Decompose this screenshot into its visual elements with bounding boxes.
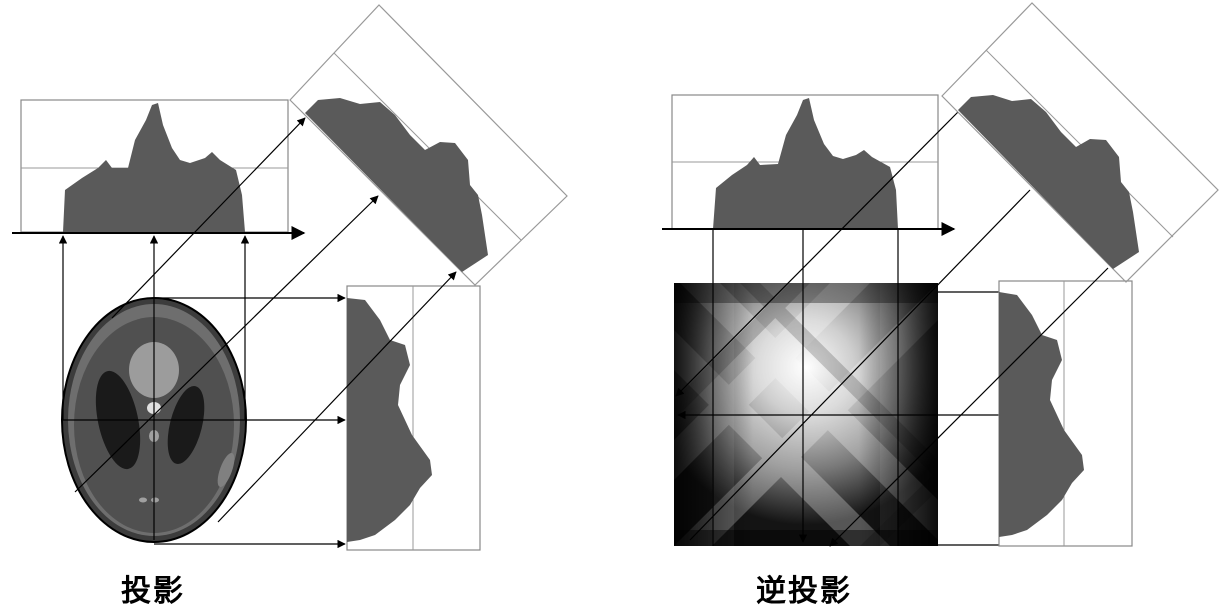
bp-top-profile-curve — [713, 98, 898, 229]
bp-right-profile — [998, 280, 1133, 547]
bp-right-profile-curve — [999, 292, 1084, 537]
right-profile — [346, 285, 481, 551]
tilted-profile-curve — [305, 98, 488, 272]
projection-panel — [12, 4, 568, 551]
bp-tilted-profile — [941, 2, 1219, 283]
tilted-profile — [289, 4, 568, 286]
right-profile-curve — [347, 298, 432, 542]
projection-caption: 投影 — [121, 574, 185, 609]
back-projection-image — [674, 283, 938, 546]
top-profile-curve — [63, 103, 245, 232]
bp-tilted-profile-curve — [958, 95, 1139, 269]
top-profile — [20, 99, 289, 233]
bp-top-profile — [671, 94, 939, 230]
back-projection-caption: 逆投影 — [756, 574, 852, 609]
back-projection-panel — [662, 2, 1219, 547]
